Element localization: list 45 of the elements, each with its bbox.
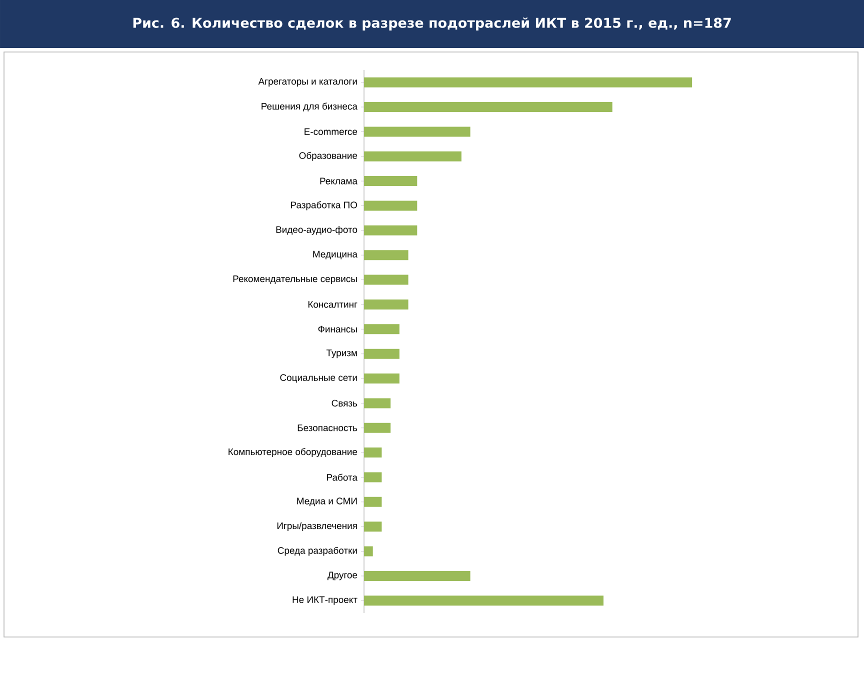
y-tick-label: Компьютерное оборудование xyxy=(228,448,358,458)
y-tick-label: Среда разработки xyxy=(278,546,357,556)
bar xyxy=(364,274,408,285)
y-tick-label: Агрегаторы и каталоги xyxy=(258,78,357,87)
y-tick-label: Работа xyxy=(327,474,358,481)
bar xyxy=(364,570,470,581)
bar xyxy=(364,546,373,556)
y-tick-label: Не ИКТ-проект xyxy=(292,596,358,605)
y-tick-label: Игры/развлечения xyxy=(277,522,357,532)
y-tick-label: E-commerce xyxy=(304,128,358,135)
bar xyxy=(364,126,470,137)
bar xyxy=(364,324,400,334)
bar xyxy=(364,472,382,482)
bar xyxy=(364,151,462,162)
y-tick-label: Социальные сети xyxy=(280,374,357,383)
bar xyxy=(364,398,391,408)
bar xyxy=(364,250,408,260)
y-tick-label: Туризм xyxy=(326,350,357,358)
bar xyxy=(364,496,382,507)
bar xyxy=(364,522,382,532)
y-tick-label: Решения для бизнеса xyxy=(262,102,358,112)
y-tick-label: Другое xyxy=(327,572,358,580)
bar xyxy=(364,299,408,310)
bar xyxy=(364,176,418,186)
y-tick-label: Безопасность xyxy=(298,424,358,432)
y-tick-label: Финансы xyxy=(318,326,357,332)
y-tick-label: Реклама xyxy=(320,178,358,184)
y-tick-label: Консалтинг xyxy=(308,301,358,308)
y-tick-label: Видео-аудио-фото xyxy=(276,226,358,235)
y-tick-label: Медиа и СМИ xyxy=(297,498,357,506)
bar xyxy=(364,348,400,359)
y-tick-label: Связь xyxy=(332,400,358,407)
bar xyxy=(364,448,382,458)
y-tick-label: Разработка ПО xyxy=(291,201,358,210)
bar xyxy=(364,225,418,236)
y-tick-label: Образование xyxy=(299,152,358,161)
y-tick-label: Медицина xyxy=(313,250,358,260)
bar xyxy=(364,374,400,384)
bar xyxy=(364,596,604,606)
bar xyxy=(364,422,391,433)
chart-title: Рис. 6. Количество сделок в разрезе подотраслей ИКТ в 2015 г., ед., n=187 xyxy=(133,17,731,31)
bar xyxy=(364,102,612,112)
y-tick-label: Рекомендательные сервисы xyxy=(233,276,357,284)
bar xyxy=(364,200,418,211)
bar xyxy=(364,77,692,88)
